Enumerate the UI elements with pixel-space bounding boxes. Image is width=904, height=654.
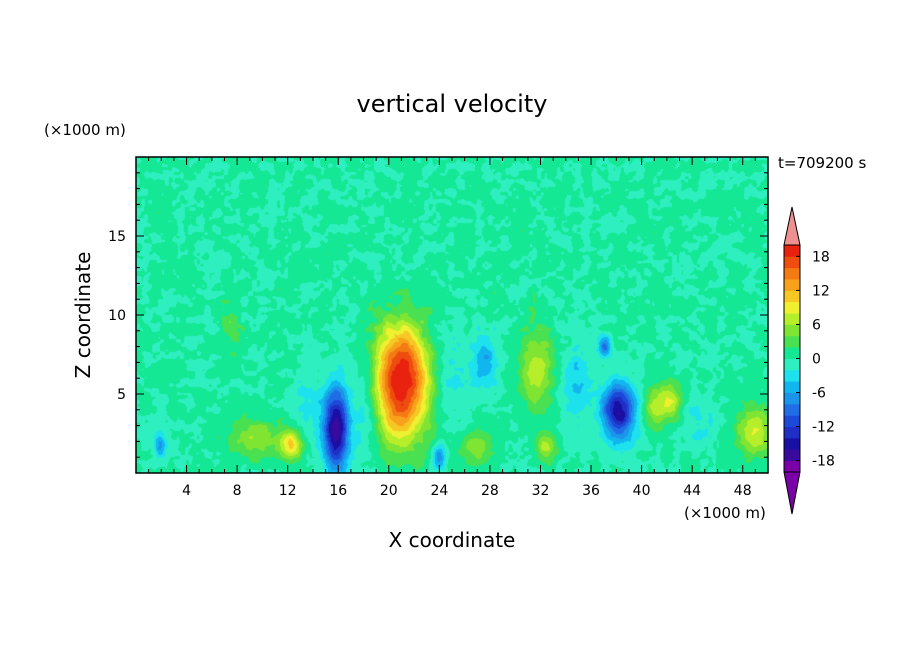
colorbar-extend-min <box>783 471 801 515</box>
x-tick-label: 20 <box>380 483 398 499</box>
colorbar-bin <box>784 369 800 382</box>
plot-area <box>135 156 769 474</box>
colorbar-bin <box>784 437 800 450</box>
colorbar-bin <box>784 403 800 416</box>
y-axis-unit: (×1000 m) <box>44 121 126 139</box>
colorbar-bin <box>784 313 800 325</box>
x-tick-label: 16 <box>329 483 347 499</box>
colorbar-tick-label: 18 <box>812 249 830 265</box>
x-tick-label: 4 <box>182 483 191 499</box>
colorbar-bin <box>784 392 800 405</box>
colorbar-bin <box>784 324 800 337</box>
colorbar-bin <box>784 426 800 439</box>
colorbar-bin <box>784 358 800 371</box>
velocity-field <box>136 157 768 473</box>
x-tick-label: 12 <box>279 483 297 499</box>
colorbar-bin <box>784 290 800 303</box>
colorbar-tick-label: 6 <box>812 317 821 333</box>
x-tick-label: 28 <box>481 483 499 499</box>
colorbar-tick-label: -18 <box>812 454 835 470</box>
x-tick-label: 44 <box>683 483 701 499</box>
colorbar-bin <box>784 245 800 257</box>
y-axis-label: Z coordinate <box>71 252 95 379</box>
y-tick-label: 5 <box>117 387 126 403</box>
colorbar-tick-label: 12 <box>812 283 830 299</box>
chart-title: vertical velocity <box>357 90 548 118</box>
colorbar-extend-max <box>783 206 801 246</box>
x-tick-label: 36 <box>582 483 600 499</box>
y-tick-label: 10 <box>108 308 126 324</box>
colorbar-bin <box>784 301 800 314</box>
colorbar-bin <box>784 460 800 473</box>
colorbar-tick-label: -12 <box>812 420 835 436</box>
y-axis: 5 10 15 <box>108 172 768 458</box>
x-axis-label: X coordinate <box>389 528 516 552</box>
colorbar-bin <box>784 256 800 269</box>
timestamp-label: t=709200 s <box>778 154 866 172</box>
colorbar-tick-label: 0 <box>812 352 821 368</box>
colorbar-bin <box>784 415 800 427</box>
colorbar-bin <box>784 267 800 280</box>
x-tick-label: 8 <box>233 483 242 499</box>
x-axis: 4 8 12 16 20 24 28 32 36 40 44 48 <box>148 157 756 499</box>
colorbar-tick-label: -6 <box>812 386 826 402</box>
colorbar-bin <box>784 347 800 359</box>
colorbar-bin <box>784 335 800 348</box>
colorbar-bin <box>784 279 800 291</box>
x-tick-label: 40 <box>633 483 651 499</box>
x-axis-unit: (×1000 m) <box>684 504 766 522</box>
colorbar: 18 12 6 0 -6 -12 -18 <box>783 206 835 515</box>
colorbar-bin <box>784 381 800 393</box>
x-tick-label: 48 <box>734 483 752 499</box>
x-tick-label: 32 <box>532 483 550 499</box>
colorbar-bin <box>784 449 800 462</box>
x-tick-label: 24 <box>430 483 448 499</box>
y-tick-label: 15 <box>108 229 126 245</box>
